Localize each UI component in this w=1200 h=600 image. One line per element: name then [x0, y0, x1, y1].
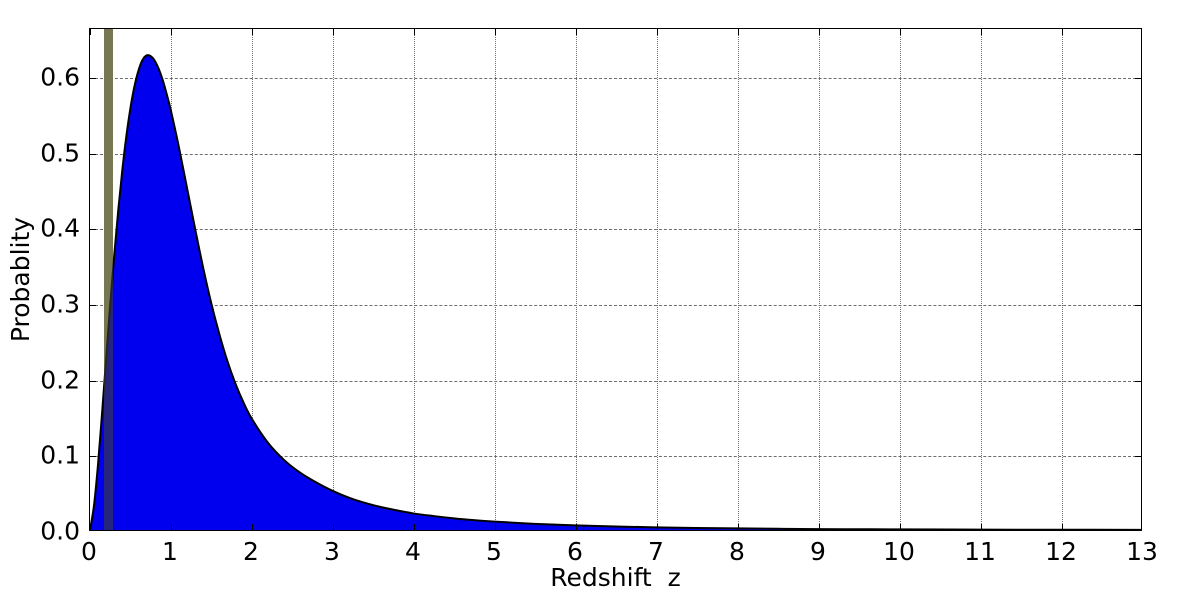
gridline-x-6 — [576, 29, 577, 530]
y-tick-label-0.4: 0.4 — [40, 213, 80, 243]
gridline-x-10 — [900, 29, 901, 530]
tick-x-top-1 — [171, 29, 172, 35]
gridline-x-12 — [1062, 29, 1063, 530]
gridline-x-2 — [252, 29, 253, 530]
x-tick-label-9: 9 — [810, 537, 826, 566]
tick-y-left-0.1 — [90, 456, 96, 458]
gridline-x-7 — [657, 29, 658, 530]
gridline-y-0.1 — [90, 456, 1141, 458]
x-tick-label-13: 13 — [1126, 537, 1158, 566]
x-tick-label-6: 6 — [567, 537, 583, 566]
y-tick-label-0.5: 0.5 — [40, 138, 80, 168]
y-tick-label-0.3: 0.3 — [40, 289, 80, 319]
tick-y-right-0.2 — [1135, 380, 1141, 382]
y-tick-label-0.6: 0.6 — [40, 62, 80, 92]
tick-x-bottom-7 — [657, 524, 658, 530]
tick-y-right-0.3 — [1135, 305, 1141, 307]
tick-x-top-0 — [90, 29, 91, 35]
y-tick-label-0.1: 0.1 — [40, 440, 80, 470]
x-tick-label-1: 1 — [162, 537, 178, 566]
x-tick-label-2: 2 — [243, 537, 259, 566]
gridline-x-9 — [819, 29, 820, 530]
x-tick-label-0: 0 — [81, 537, 97, 566]
gridline-x-3 — [333, 29, 334, 530]
gridline-x-5 — [495, 29, 496, 530]
tick-y-right-0.5 — [1135, 153, 1141, 155]
tick-x-top-7 — [657, 29, 658, 35]
tick-x-top-8 — [738, 29, 739, 35]
gridline-y-0.4 — [90, 229, 1141, 231]
tick-y-left-0.3 — [90, 305, 96, 307]
tick-y-right-0.4 — [1135, 229, 1141, 231]
tick-x-top-10 — [900, 29, 901, 35]
tick-x-top-3 — [333, 29, 334, 35]
gridline-y-0.5 — [90, 153, 1141, 155]
x-axis-label: Redshift z — [550, 563, 681, 592]
tick-x-bottom-8 — [738, 524, 739, 530]
tick-x-bottom-10 — [900, 524, 901, 530]
x-tick-label-4: 4 — [405, 537, 421, 566]
tick-y-right-0.6 — [1135, 78, 1141, 80]
tick-x-bottom-1 — [171, 524, 172, 530]
gridline-x-4 — [414, 29, 415, 530]
tick-x-top-6 — [576, 29, 577, 35]
tick-x-bottom-4 — [414, 524, 415, 530]
gridline-y-0.3 — [90, 305, 1141, 307]
tick-x-bottom-2 — [252, 524, 253, 530]
x-tick-label-7: 7 — [648, 537, 664, 566]
tick-y-right-0.1 — [1135, 456, 1141, 458]
y-tick-label-0.0: 0.0 — [40, 516, 80, 546]
tick-x-top-12 — [1062, 29, 1063, 35]
tick-y-left-0.4 — [90, 229, 96, 231]
tick-x-bottom-5 — [495, 524, 496, 530]
tick-x-bottom-9 — [819, 524, 820, 530]
tick-x-bottom-6 — [576, 524, 577, 530]
tick-x-bottom-12 — [1062, 524, 1063, 530]
x-tick-label-10: 10 — [883, 537, 915, 566]
x-tick-label-3: 3 — [324, 537, 340, 566]
gridline-x-11 — [981, 29, 982, 530]
y-tick-label-0.2: 0.2 — [40, 365, 80, 395]
x-tick-label-12: 12 — [1045, 537, 1077, 566]
plot-area — [89, 28, 1142, 531]
x-tick-label-8: 8 — [729, 537, 745, 566]
curve-outline — [90, 55, 1141, 530]
tick-x-bottom-3 — [333, 524, 334, 530]
gridline-x-8 — [738, 29, 739, 530]
gray-highlight-band — [103, 29, 114, 530]
gridline-y-0.2 — [90, 380, 1141, 382]
tick-x-bottom-11 — [981, 524, 982, 530]
tick-y-left-0.6 — [90, 78, 96, 80]
tick-x-top-9 — [819, 29, 820, 35]
tick-x-top-4 — [414, 29, 415, 35]
curve-fill-area — [90, 55, 1141, 530]
gridline-y-0.6 — [90, 78, 1141, 80]
probability-curve — [90, 29, 1141, 530]
tick-y-left-0.5 — [90, 153, 96, 155]
x-tick-label-11: 11 — [964, 537, 996, 566]
tick-x-top-11 — [981, 29, 982, 35]
y-axis-label: Probablity — [6, 216, 35, 343]
tick-x-bottom-0 — [90, 524, 91, 530]
tick-y-left-0.2 — [90, 380, 96, 382]
tick-x-top-5 — [495, 29, 496, 35]
tick-x-top-2 — [252, 29, 253, 35]
x-tick-label-5: 5 — [486, 537, 502, 566]
